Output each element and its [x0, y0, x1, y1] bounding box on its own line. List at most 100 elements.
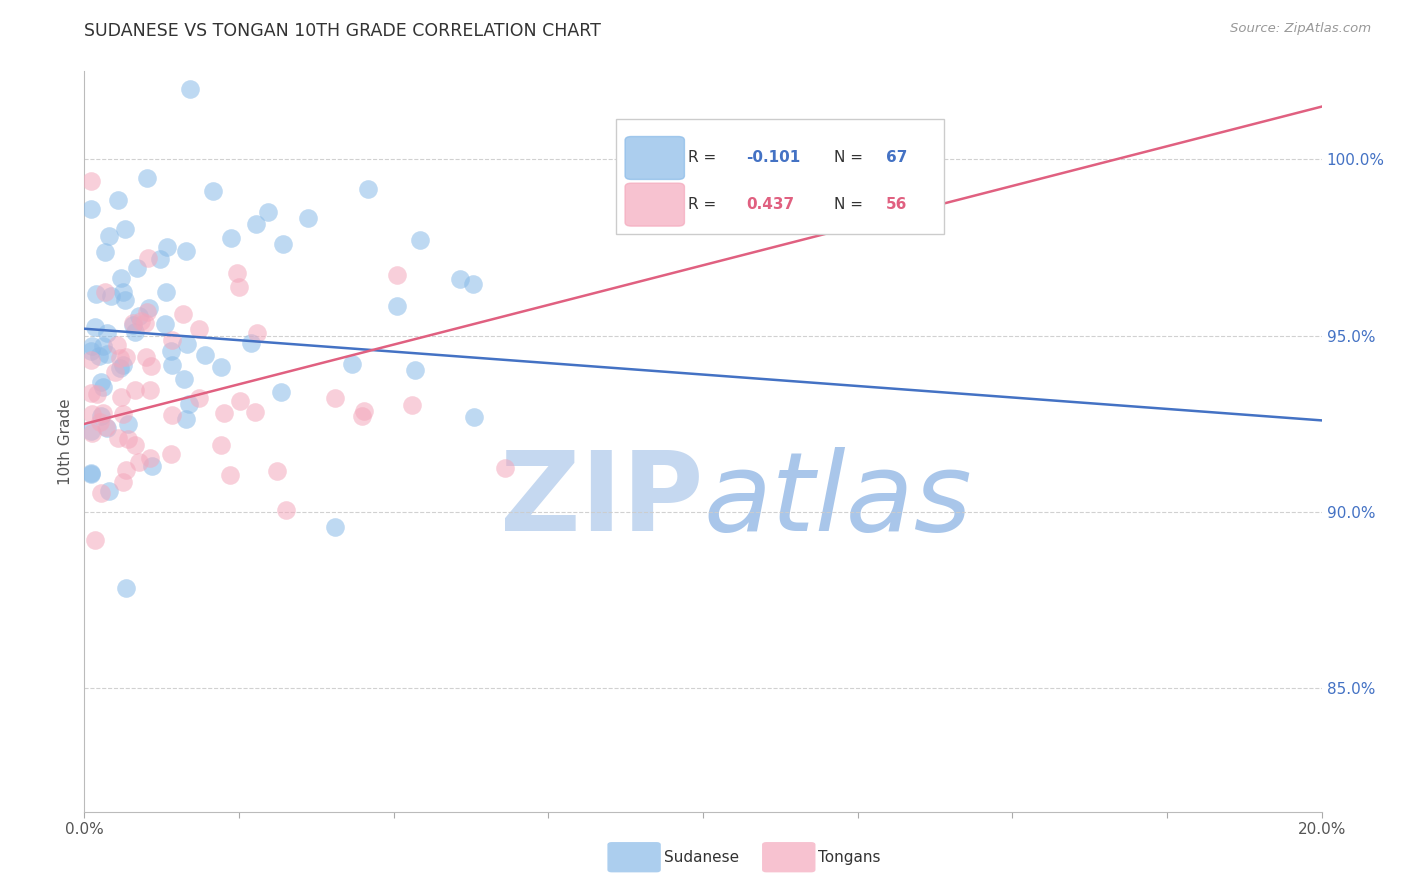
Point: [80, 407, 103, 421]
Point: [96, 421, 118, 435]
Point: [270, 384, 292, 399]
Point: [401, 398, 423, 412]
Point: [125, 261, 148, 276]
Point: [405, 363, 427, 377]
Point: [108, 351, 131, 366]
Point: [79, 343, 101, 358]
Point: [79, 424, 101, 438]
Point: [219, 231, 242, 245]
Point: [128, 455, 150, 469]
Point: [162, 408, 184, 422]
Point: [176, 336, 198, 351]
Text: atlas: atlas: [703, 447, 972, 554]
Point: [153, 317, 176, 331]
Point: [357, 182, 380, 196]
Point: [160, 447, 183, 461]
Text: -0.101: -0.101: [747, 151, 800, 166]
Point: [194, 348, 217, 362]
Point: [111, 407, 134, 421]
Point: [408, 233, 430, 247]
Point: [211, 359, 233, 374]
Point: [83, 533, 105, 547]
Point: [245, 217, 267, 231]
Point: [107, 431, 129, 445]
Point: [246, 326, 269, 340]
Point: [271, 237, 294, 252]
Point: [323, 520, 346, 534]
Point: [114, 293, 136, 307]
Point: [188, 322, 211, 336]
Point: [172, 307, 194, 321]
Point: [79, 352, 101, 367]
Point: [112, 475, 135, 490]
Point: [239, 335, 262, 350]
Point: [87, 349, 110, 363]
Text: Sudanese: Sudanese: [664, 850, 738, 864]
Point: [80, 426, 103, 441]
Point: [174, 244, 197, 259]
Point: [229, 393, 252, 408]
Text: 67: 67: [886, 151, 907, 166]
Point: [79, 386, 101, 401]
Point: [107, 193, 129, 207]
Point: [80, 467, 103, 482]
Point: [114, 350, 136, 364]
Point: [110, 271, 132, 285]
Point: [257, 205, 280, 219]
Point: [174, 412, 197, 426]
Point: [276, 503, 298, 517]
Point: [94, 285, 117, 299]
Point: [111, 285, 134, 299]
Point: [124, 383, 146, 397]
Point: [79, 202, 101, 216]
Point: [97, 483, 120, 498]
Point: [160, 333, 183, 347]
Point: [226, 266, 249, 280]
Point: [80, 173, 103, 187]
Text: Tongans: Tongans: [818, 850, 880, 864]
Point: [463, 409, 485, 424]
Point: [179, 82, 201, 96]
Point: [141, 458, 163, 473]
Point: [201, 184, 224, 198]
Point: [340, 357, 363, 371]
Point: [115, 581, 138, 595]
Point: [297, 211, 319, 226]
Point: [83, 320, 105, 334]
Point: [323, 391, 346, 405]
Point: [90, 485, 112, 500]
Point: [94, 244, 117, 259]
Point: [117, 417, 139, 431]
Point: [79, 466, 101, 480]
Point: [219, 467, 242, 482]
Point: [138, 384, 160, 398]
Point: [136, 305, 159, 319]
Point: [266, 464, 288, 478]
Point: [494, 461, 516, 475]
Point: [110, 390, 132, 404]
Point: [134, 350, 156, 364]
Text: N =: N =: [834, 151, 868, 166]
Point: [243, 405, 266, 419]
Point: [122, 318, 145, 333]
Point: [105, 338, 128, 352]
Point: [128, 309, 150, 323]
Text: SUDANESE VS TONGAN 10TH GRADE CORRELATION CHART: SUDANESE VS TONGAN 10TH GRADE CORRELATIO…: [84, 22, 602, 40]
Point: [155, 285, 177, 299]
Point: [156, 240, 179, 254]
Y-axis label: 10th Grade: 10th Grade: [58, 398, 73, 485]
Point: [173, 372, 195, 386]
Point: [86, 387, 108, 401]
Point: [136, 171, 159, 186]
Point: [98, 229, 121, 244]
Point: [89, 415, 111, 429]
Point: [209, 438, 232, 452]
Point: [90, 375, 112, 389]
Point: [136, 251, 159, 265]
Point: [160, 344, 183, 359]
Point: [228, 280, 250, 294]
Text: R =: R =: [688, 151, 721, 166]
FancyBboxPatch shape: [626, 183, 685, 226]
Point: [162, 358, 184, 372]
Point: [84, 287, 107, 301]
